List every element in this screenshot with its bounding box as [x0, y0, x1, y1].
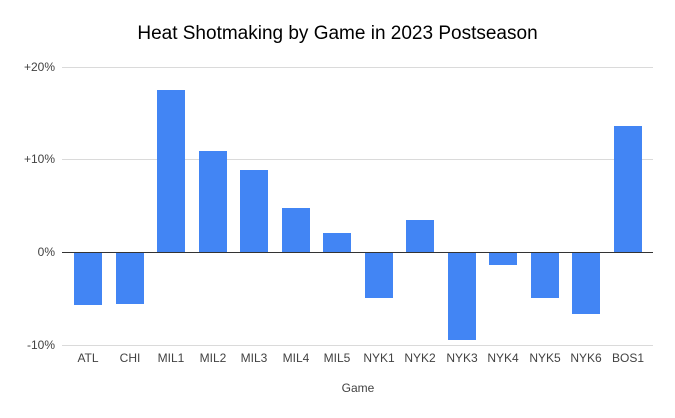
x-tick-label: NYK1 [363, 351, 395, 365]
bar-nyk5[interactable] [531, 252, 559, 298]
y-tick-label: +20% [23, 60, 55, 74]
x-axis-title: Game [341, 381, 375, 395]
bar-mil5[interactable] [323, 233, 351, 252]
y-tick-label: +10% [23, 152, 55, 166]
y-tick-label: 0% [37, 245, 55, 259]
bar-nyk4[interactable] [489, 252, 517, 265]
bar-mil1[interactable] [157, 90, 185, 252]
bar-nyk6[interactable] [572, 252, 600, 314]
chart-title: Heat Shotmaking by Game in 2023 Postseas… [137, 23, 538, 44]
bar-chi[interactable] [116, 252, 144, 304]
x-tick-label: MIL1 [157, 351, 185, 365]
zero-baseline [62, 252, 653, 253]
x-tick-label: NYK4 [487, 351, 519, 365]
x-tick-label: NYK5 [529, 351, 561, 365]
x-tick-label: ATL [77, 351, 99, 365]
bar-mil2[interactable] [199, 151, 227, 252]
x-tick-label: MIL2 [199, 351, 227, 365]
x-tick-label: MIL4 [282, 351, 310, 365]
bar-nyk1[interactable] [365, 252, 393, 298]
x-tick-label: NYK6 [570, 351, 602, 365]
y-tick-label: -10% [26, 338, 55, 352]
x-tick-label: NYK3 [446, 351, 478, 365]
gridline [62, 159, 653, 160]
x-tick-label: BOS1 [611, 351, 644, 365]
bar-nyk3[interactable] [448, 252, 476, 340]
bar-bos1[interactable] [614, 126, 642, 252]
bar-mil4[interactable] [282, 208, 310, 252]
gridline [62, 67, 653, 68]
bar-nyk2[interactable] [406, 220, 434, 252]
bar-atl[interactable] [74, 252, 102, 305]
bar-mil3[interactable] [240, 170, 268, 252]
x-tick-label: NYK2 [404, 351, 436, 365]
x-tick-label: MIL5 [323, 351, 351, 365]
gridline [62, 345, 653, 346]
x-tick-label: MIL3 [240, 351, 268, 365]
x-tick-label: CHI [119, 351, 141, 365]
